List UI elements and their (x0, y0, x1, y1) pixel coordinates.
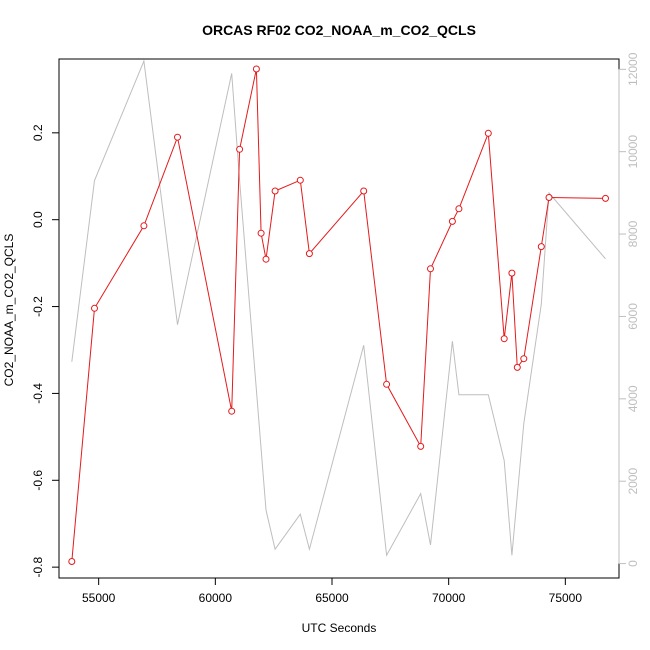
data-point (508, 269, 516, 277)
data-point (296, 176, 304, 184)
y-tick-label: 0.0 (31, 211, 45, 228)
plot-frame (58, 58, 620, 579)
y-tick-label: -0.4 (31, 383, 45, 404)
x-tick-label: 75000 (549, 591, 583, 605)
data-point (228, 407, 236, 415)
x-tick-label: 65000 (315, 591, 349, 605)
y-axis-label: CO2_NOAA_m_CO2_QCLS (2, 234, 16, 387)
data-point (68, 558, 76, 565)
data-point (271, 187, 279, 195)
data-point (257, 229, 265, 237)
data-point (252, 65, 260, 73)
primary-series-line (71, 68, 606, 562)
data-point (91, 304, 98, 312)
data-point (174, 133, 181, 141)
data-point (500, 335, 508, 343)
data-point (383, 380, 391, 388)
secondary-y-tick-label: 8000 (626, 220, 640, 247)
x-axis: 55000 60000 65000 70000 75000 (82, 577, 583, 605)
data-point (236, 145, 244, 153)
secondary-series-layer (71, 59, 606, 557)
y-tick-label: -0.8 (31, 556, 45, 577)
data-point (305, 250, 313, 258)
secondary-y-axis: 0 2000 4000 6000 8000 10000 12000 (618, 52, 640, 567)
data-point (545, 194, 553, 201)
data-point (417, 442, 425, 450)
data-point (140, 222, 148, 230)
data-point (537, 243, 545, 251)
x-tick-label: 70000 (432, 591, 466, 605)
secondary-y-tick-label: 12000 (626, 52, 640, 86)
data-point (484, 129, 492, 137)
y-tick-label: 0.2 (31, 124, 45, 141)
data-point (427, 265, 434, 273)
data-point (520, 355, 528, 363)
data-point (448, 217, 456, 225)
x-axis-label: UTC Seconds (302, 621, 377, 635)
secondary-y-tick-label: 6000 (626, 303, 640, 330)
secondary-series-line (71, 59, 606, 557)
y-axis: -0.8 -0.6 -0.4 -0.2 0.0 0.2 (31, 124, 60, 577)
primary-series-layer (68, 65, 609, 565)
secondary-y-tick-label: 10000 (626, 135, 640, 169)
x-tick-label: 60000 (199, 591, 233, 605)
secondary-y-tick-label: 2000 (626, 468, 640, 495)
y-tick-label: -0.2 (31, 296, 45, 317)
data-point (513, 363, 521, 371)
x-tick-label: 55000 (82, 591, 116, 605)
data-point (455, 205, 463, 213)
data-point (360, 187, 368, 195)
secondary-y-tick-label: 0 (626, 560, 640, 567)
chart-title: ORCAS RF02 CO2_NOAA_m_CO2_QCLS (202, 22, 476, 38)
data-point (262, 255, 270, 263)
y-tick-label: -0.6 (31, 470, 45, 491)
secondary-y-tick-label: 4000 (626, 385, 640, 412)
data-point (602, 194, 609, 202)
